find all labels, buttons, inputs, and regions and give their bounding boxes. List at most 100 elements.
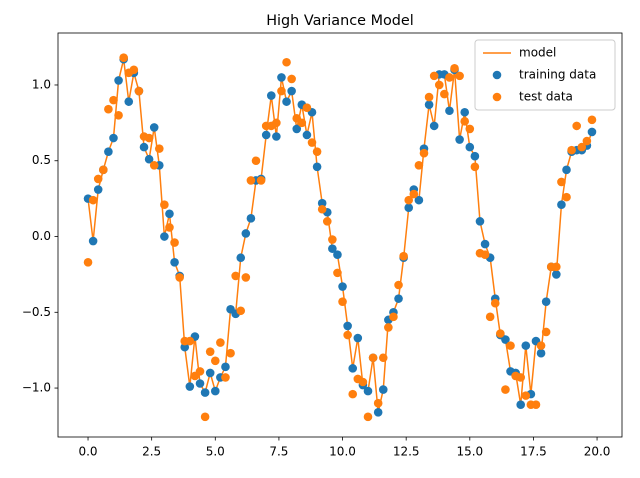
point (480, 250, 490, 259)
x-tick-label: 17.5 (520, 445, 547, 459)
y-tick-label: 1.0 (32, 77, 51, 91)
point (246, 176, 256, 185)
point (322, 217, 332, 226)
point (572, 121, 581, 131)
x-tick-label: 15.0 (456, 445, 483, 459)
point (282, 57, 291, 67)
point (210, 356, 220, 366)
point (109, 133, 118, 143)
point (241, 273, 251, 282)
x-tick-label: 2.5 (142, 445, 161, 459)
point (149, 160, 159, 170)
point (501, 335, 510, 344)
point (277, 86, 286, 96)
point (577, 142, 587, 152)
point (287, 86, 296, 96)
point (338, 297, 347, 306)
point (236, 306, 246, 316)
point (348, 364, 358, 373)
point (506, 341, 515, 350)
point (109, 95, 118, 105)
point (470, 162, 480, 172)
point (414, 160, 424, 170)
point (536, 348, 546, 358)
point (338, 282, 347, 291)
point (384, 323, 393, 332)
legend-swatch (492, 92, 502, 102)
point (557, 200, 566, 209)
point (536, 341, 546, 350)
legend-swatch (492, 70, 502, 80)
point (170, 238, 179, 247)
x-tick-label: 20.0 (584, 445, 611, 459)
point (180, 342, 190, 352)
y-tick-label: −0.5 (22, 305, 51, 319)
point (83, 257, 93, 267)
point (389, 312, 398, 322)
point (287, 74, 296, 84)
point (236, 253, 246, 263)
point (434, 80, 444, 90)
point (460, 107, 470, 117)
point (272, 118, 281, 128)
point (404, 203, 414, 213)
point (460, 117, 470, 126)
point (144, 133, 154, 143)
point (587, 115, 597, 125)
point (312, 147, 322, 156)
point (312, 162, 322, 172)
point (541, 297, 551, 306)
point (93, 185, 103, 194)
point (104, 104, 113, 114)
point (343, 321, 352, 331)
point (292, 124, 302, 134)
point (149, 123, 159, 132)
x-tick-label: 10.0 (329, 445, 356, 459)
y-tick-label: 0.5 (32, 153, 51, 167)
point (185, 382, 195, 391)
point (160, 232, 169, 241)
point (562, 165, 571, 175)
point (531, 400, 541, 410)
point (119, 53, 128, 63)
point (241, 229, 251, 238)
point (88, 195, 98, 205)
point (93, 174, 103, 184)
point (221, 362, 230, 372)
point (348, 389, 358, 399)
point (373, 407, 383, 417)
point (552, 270, 561, 279)
point (414, 195, 424, 205)
point (200, 388, 210, 397)
point (226, 348, 235, 358)
point (541, 327, 551, 337)
point (378, 385, 388, 394)
point (521, 391, 531, 400)
point (424, 100, 434, 109)
point (216, 338, 225, 347)
point (567, 145, 576, 155)
point (328, 244, 337, 253)
point (251, 156, 261, 166)
point (465, 142, 475, 152)
chart-title: High Variance Model (266, 13, 414, 29)
point (445, 73, 454, 82)
point (302, 130, 312, 140)
point (429, 121, 439, 131)
point (88, 236, 98, 246)
point (165, 209, 174, 219)
point (429, 71, 439, 81)
point (394, 280, 403, 290)
point (99, 165, 108, 175)
legend-label: training data (519, 68, 596, 82)
point (516, 400, 526, 410)
legend-box (474, 39, 616, 111)
x-tick-label: 5.0 (206, 445, 225, 459)
point (134, 86, 144, 96)
point (129, 65, 139, 75)
point (261, 130, 271, 140)
point (455, 135, 464, 144)
point (231, 271, 240, 281)
point (394, 294, 403, 303)
point (445, 106, 454, 116)
